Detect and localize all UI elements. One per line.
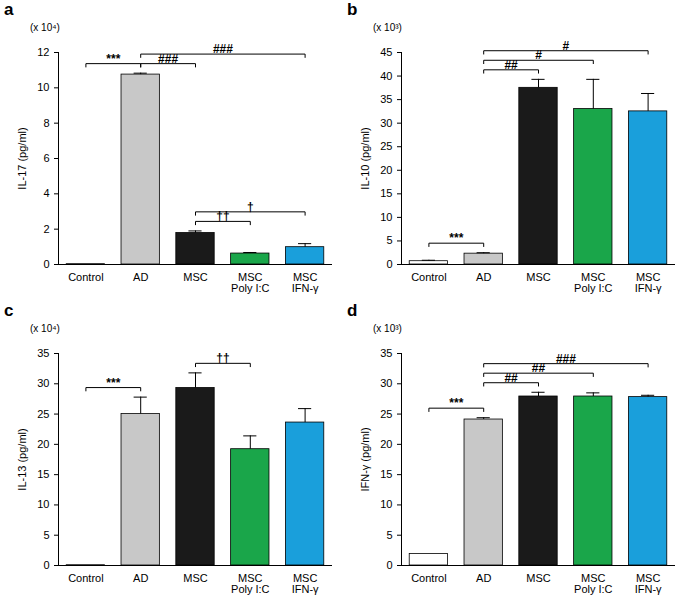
svg-text:10: 10 [37, 498, 49, 510]
svg-text:0: 0 [43, 258, 49, 270]
svg-text:***: *** [106, 376, 120, 390]
svg-text:IL-10 (pg/ml): IL-10 (pg/ml) [359, 127, 371, 189]
svg-text:IL-17 (pg/ml): IL-17 (pg/ml) [16, 127, 28, 189]
html-text:(x 10³): (x 10³) [373, 323, 402, 334]
svg-text:MSCPoly I:C: MSCPoly I:C [231, 271, 270, 294]
svg-text:MSCPoly I:C: MSCPoly I:C [231, 572, 270, 595]
svg-text:MSC: MSC [526, 271, 551, 283]
svg-text:20: 20 [37, 438, 49, 450]
html-text:a: a [4, 0, 14, 19]
svg-text:20: 20 [380, 164, 392, 176]
svg-text:##: ## [504, 58, 518, 72]
svg-text:###: ### [213, 42, 233, 56]
svg-text:AD: AD [476, 572, 491, 584]
svg-text:5: 5 [43, 529, 49, 541]
svg-text:††: †† [216, 351, 229, 365]
svg-text:20: 20 [380, 438, 392, 450]
svg-text:30: 30 [380, 117, 392, 129]
svg-text:AD: AD [476, 271, 491, 283]
html-text:c: c [4, 301, 14, 320]
svg-text:††: †† [216, 209, 229, 223]
svg-text:15: 15 [380, 468, 392, 480]
svg-text:##: ## [532, 361, 546, 375]
svg-text:###: ### [556, 352, 576, 366]
svg-text:Control: Control [68, 271, 103, 283]
svg-text:30: 30 [380, 377, 392, 389]
svg-text:2: 2 [43, 223, 49, 235]
svg-text:12: 12 [37, 46, 49, 58]
svg-text:15: 15 [380, 187, 392, 199]
svg-text:***: *** [449, 231, 463, 245]
svg-text:25: 25 [37, 408, 49, 420]
svg-text:MSCPoly I:C: MSCPoly I:C [574, 572, 613, 595]
svg-text:MSC: MSC [183, 271, 208, 283]
svg-text:8: 8 [43, 117, 49, 129]
svg-text:Control: Control [68, 572, 103, 584]
svg-text:10: 10 [37, 81, 49, 93]
svg-text:6: 6 [43, 152, 49, 164]
svg-text:40: 40 [380, 70, 392, 82]
svg-text:MSC: MSC [183, 572, 208, 584]
svg-text:MSCIFN-γ: MSCIFN-γ [635, 271, 662, 294]
svg-text:†: † [247, 200, 254, 214]
svg-text:AD: AD [133, 271, 148, 283]
svg-text:MSCIFN-γ: MSCIFN-γ [292, 572, 319, 595]
svg-text:#: # [563, 39, 570, 53]
svg-text:MSCPoly I:C: MSCPoly I:C [574, 271, 613, 294]
svg-text:IFN-γ (pg/ml): IFN-γ (pg/ml) [359, 427, 371, 491]
html-text:(x 10⁴): (x 10⁴) [30, 323, 60, 334]
html-text:(x 10⁴): (x 10⁴) [30, 22, 60, 33]
svg-text:Control: Control [411, 572, 446, 584]
svg-text:25: 25 [380, 140, 392, 152]
svg-text:25: 25 [380, 408, 392, 420]
svg-text:***: *** [106, 52, 120, 66]
html-text:(x 10³): (x 10³) [373, 22, 402, 33]
svg-text:***: *** [449, 396, 463, 410]
svg-text:10: 10 [380, 211, 392, 223]
svg-text:5: 5 [386, 234, 392, 246]
svg-text:AD: AD [133, 572, 148, 584]
svg-text:10: 10 [380, 498, 392, 510]
html-text:d: d [347, 301, 358, 320]
svg-text:IL-13 (pg/ml): IL-13 (pg/ml) [16, 428, 28, 490]
svg-text:##: ## [504, 371, 518, 385]
svg-text:4: 4 [43, 187, 49, 199]
svg-text:45: 45 [380, 46, 392, 58]
svg-text:15: 15 [37, 468, 49, 480]
svg-text:0: 0 [386, 258, 392, 270]
svg-text:5: 5 [386, 529, 392, 541]
svg-text:MSCIFN-γ: MSCIFN-γ [635, 572, 662, 595]
svg-text:35: 35 [380, 347, 392, 359]
svg-text:MSC: MSC [526, 572, 551, 584]
svg-text:30: 30 [37, 377, 49, 389]
svg-text:35: 35 [37, 347, 49, 359]
svg-text:###: ### [158, 52, 178, 66]
svg-text:#: # [535, 48, 542, 62]
svg-text:0: 0 [43, 559, 49, 571]
svg-text:Control: Control [411, 271, 446, 283]
svg-text:0: 0 [386, 559, 392, 571]
html-text:b: b [347, 0, 358, 19]
svg-text:35: 35 [380, 93, 392, 105]
svg-text:MSCIFN-γ: MSCIFN-γ [292, 271, 319, 294]
